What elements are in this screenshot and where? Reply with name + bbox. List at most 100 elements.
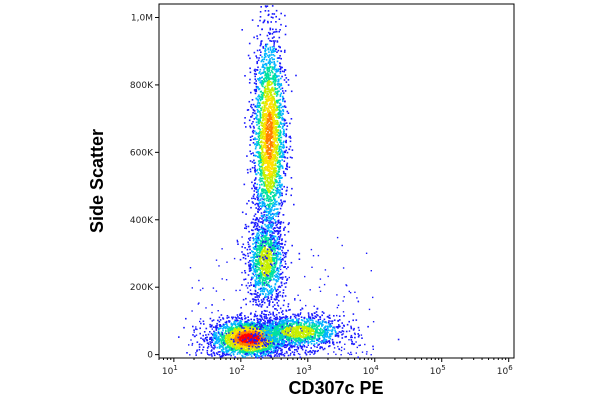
event-dot bbox=[319, 318, 322, 320]
event-dot bbox=[283, 319, 286, 322]
event-dot bbox=[273, 274, 276, 277]
event-dot bbox=[280, 258, 283, 261]
event-dot bbox=[275, 353, 278, 355]
event-dot bbox=[285, 327, 288, 329]
event-dot bbox=[258, 282, 260, 284]
event-dot bbox=[267, 291, 269, 293]
event-dot bbox=[309, 350, 312, 352]
event-dot bbox=[261, 250, 263, 253]
event-dot bbox=[397, 338, 400, 341]
event-dot bbox=[237, 323, 239, 326]
event-dot bbox=[237, 347, 240, 350]
event-dot bbox=[261, 349, 264, 351]
event-dot bbox=[266, 335, 269, 338]
event-dot bbox=[231, 327, 233, 329]
event-dot bbox=[255, 341, 258, 343]
event-dot bbox=[293, 329, 295, 331]
event-dot bbox=[270, 352, 273, 354]
event-dot bbox=[277, 328, 280, 330]
event-dot bbox=[253, 262, 255, 264]
event-dot bbox=[290, 337, 293, 340]
event-dot bbox=[324, 329, 327, 332]
event-dot bbox=[269, 322, 272, 324]
event-dot bbox=[279, 248, 281, 250]
event-dot bbox=[260, 253, 263, 255]
event-dot bbox=[301, 345, 304, 348]
event-dot bbox=[229, 353, 232, 355]
event-dot bbox=[202, 346, 205, 348]
event-dot bbox=[294, 329, 297, 332]
event-dot bbox=[254, 270, 257, 272]
event-dot bbox=[265, 334, 268, 336]
event-dot bbox=[266, 216, 268, 219]
event-dot bbox=[245, 213, 247, 215]
event-dot bbox=[254, 235, 257, 238]
event-dot bbox=[254, 328, 256, 331]
event-dot bbox=[320, 332, 322, 334]
event-dot bbox=[316, 346, 318, 348]
event-dot bbox=[263, 290, 265, 293]
event-dot bbox=[256, 254, 258, 257]
event-dot bbox=[275, 257, 278, 259]
event-dot bbox=[321, 328, 323, 331]
event-dot bbox=[262, 336, 264, 339]
event-dot bbox=[288, 335, 290, 337]
event-dot bbox=[237, 344, 239, 347]
event-dot bbox=[294, 321, 297, 323]
event-dot bbox=[257, 337, 260, 339]
event-dot bbox=[314, 332, 316, 334]
event-dot bbox=[300, 345, 302, 348]
event-dot bbox=[263, 229, 265, 232]
event-dot bbox=[277, 248, 280, 251]
event-dot bbox=[253, 293, 255, 295]
event-dot bbox=[251, 344, 254, 347]
event-dot bbox=[210, 350, 213, 352]
event-dot bbox=[254, 340, 257, 343]
event-dot bbox=[220, 349, 223, 351]
event-dot bbox=[275, 335, 278, 337]
event-dot bbox=[268, 328, 271, 331]
event-dot bbox=[283, 229, 285, 231]
event-dot bbox=[289, 339, 291, 341]
event-dot bbox=[243, 323, 246, 325]
event-dot bbox=[272, 289, 275, 291]
event-dot bbox=[290, 326, 292, 328]
event-dot bbox=[267, 293, 270, 296]
event-dot bbox=[286, 345, 288, 347]
event-dot bbox=[248, 340, 250, 342]
event-dot bbox=[269, 240, 272, 243]
event-dot bbox=[271, 290, 274, 293]
event-dot bbox=[283, 333, 285, 336]
event-dot bbox=[209, 317, 212, 320]
event-dot bbox=[278, 347, 280, 349]
event-dot bbox=[264, 151, 267, 154]
event-dot bbox=[267, 352, 270, 354]
event-dot bbox=[293, 345, 296, 348]
event-dot bbox=[252, 300, 255, 303]
event-dot bbox=[263, 345, 266, 348]
event-dot bbox=[302, 344, 305, 346]
event-dot bbox=[269, 326, 272, 329]
event-dot bbox=[217, 351, 220, 353]
event-dot bbox=[284, 344, 286, 346]
event-dot bbox=[345, 335, 347, 338]
event-dot bbox=[307, 312, 310, 314]
event-dot bbox=[275, 281, 278, 283]
event-dot bbox=[222, 318, 225, 320]
event-dot bbox=[215, 334, 218, 336]
event-dot bbox=[273, 342, 275, 345]
event-dot bbox=[279, 344, 282, 347]
event-dot bbox=[265, 238, 268, 240]
event-dot bbox=[241, 331, 244, 334]
event-dot bbox=[231, 317, 234, 320]
event-dot bbox=[238, 327, 241, 330]
event-dot bbox=[307, 331, 310, 334]
event-dot bbox=[295, 314, 297, 317]
event-dot bbox=[260, 208, 262, 210]
event-dot bbox=[254, 253, 256, 255]
event-dot bbox=[254, 198, 257, 200]
event-dot bbox=[243, 253, 245, 256]
event-dot bbox=[241, 334, 243, 337]
event-dot bbox=[249, 269, 252, 272]
event-dot bbox=[286, 335, 288, 337]
